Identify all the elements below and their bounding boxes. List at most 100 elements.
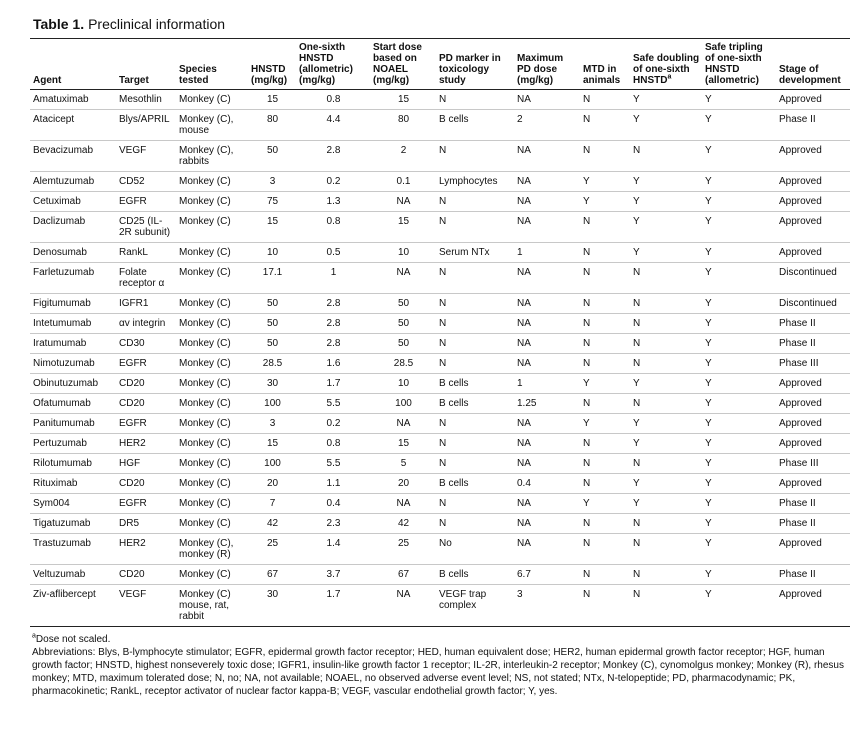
table-cell: 50 [248, 333, 296, 354]
table-row: Ofatumumab CD20 Monkey (C) 100 5.5 100 B cells… [30, 393, 850, 414]
table-row: Figitumumab IGFR1 Monkey (C) 50 2.8 50 N NA N N Y D… [30, 293, 850, 314]
table-cell: N [436, 333, 514, 354]
table-cell: 0.5 [296, 242, 370, 263]
table-cell: 10 [248, 242, 296, 263]
table-cell: N [580, 393, 630, 414]
column-header: Safe tripling of one-sixth HNSTD (allome… [702, 39, 776, 90]
table-cell: CD20 [116, 564, 176, 585]
table-cell: 0.2 [296, 413, 370, 434]
table-title: Table 1. Preclinical information [33, 16, 850, 32]
table-cell: Monkey (C), monkey (R) [176, 533, 248, 565]
table-cell: N [580, 513, 630, 534]
table-cell: Discontinued [776, 262, 850, 294]
table-cell: Denosumab [30, 242, 116, 263]
table-cell: Y [630, 109, 702, 141]
table-cell: Monkey (C), mouse [176, 109, 248, 141]
table-cell: NA [370, 584, 436, 627]
column-header-text: Stage of development [779, 64, 841, 86]
table-cell: 20 [248, 473, 296, 494]
table-row: Daclizumab CD25 (IL-2R subunit) Monkey (C)… [30, 211, 850, 243]
table-cell: N [630, 262, 702, 294]
table-row: Intetumumab αv integrin Monkey (C) 50 2.8 50 N… [30, 313, 850, 334]
document: Table 1. Preclinical information Agent Tar… [30, 16, 850, 697]
table-cell: Approved [776, 191, 850, 212]
column-header-text: Start dose based on NOAEL (mg/kg) [373, 42, 422, 86]
table-cell: Veltuzumab [30, 564, 116, 585]
table-cell: 3 [248, 171, 296, 192]
table-cell: B cells [436, 564, 514, 585]
column-header-text: HNSTD (mg/kg) [251, 64, 288, 86]
table-cell: N [630, 313, 702, 334]
table-cell: 100 [370, 393, 436, 414]
table-row: Trastuzumab HER2 Monkey (C), monkey (R) 25 1… [30, 533, 850, 565]
table-cell: HER2 [116, 533, 176, 565]
table-cell: CD52 [116, 171, 176, 192]
table-cell: Y [702, 89, 776, 110]
table-cell: Monkey (C) [176, 353, 248, 374]
table-cell: N [580, 353, 630, 374]
table-cell: Monkey (C) mouse, rat, rabbit [176, 584, 248, 627]
table-cell: CD20 [116, 393, 176, 414]
table-cell: N [436, 453, 514, 474]
column-header-text: Safe tripling of one-sixth HNSTD (allome… [705, 42, 763, 86]
table-cell: DR5 [116, 513, 176, 534]
table-cell: Serum NTx [436, 242, 514, 263]
table-cell: N [580, 453, 630, 474]
table-cell: NA [514, 513, 580, 534]
table-cell: 4.4 [296, 109, 370, 141]
table-cell: N [630, 584, 702, 627]
table-cell: Approved [776, 211, 850, 243]
table-cell: N [580, 89, 630, 110]
table-cell: Phase II [776, 313, 850, 334]
column-header: One-sixth HNSTD (allometric) (mg/kg) [296, 39, 370, 90]
table-cell: 42 [370, 513, 436, 534]
table-cell: 25 [248, 533, 296, 565]
table-cell: NA [370, 191, 436, 212]
table-cell: Y [702, 293, 776, 314]
table-row: Bevacizumab VEGF Monkey (C), rabbits 50 2.8 2… [30, 140, 850, 172]
table-cell: Y [702, 533, 776, 565]
table-cell: 2.8 [296, 313, 370, 334]
column-header-text: Safe doubling of one-sixth HNSTD [633, 53, 700, 86]
table-cell: N [436, 89, 514, 110]
table-cell: Phase II [776, 333, 850, 354]
table-cell: NA [514, 191, 580, 212]
table-row: Farletuzumab Folate receptor α Monkey (C) 1… [30, 262, 850, 294]
table-cell: Y [580, 373, 630, 394]
table-cell: Monkey (C) [176, 473, 248, 494]
table-cell: 15 [370, 211, 436, 243]
table-cell: 1.6 [296, 353, 370, 374]
table-cell: Approved [776, 171, 850, 192]
table-cell: 5 [370, 453, 436, 474]
table-cell: 3 [248, 413, 296, 434]
table-cell: 1.7 [296, 373, 370, 394]
table-cell: Y [580, 493, 630, 514]
table-cell: N [630, 353, 702, 374]
table-cell: NA [514, 171, 580, 192]
table-cell: Rilotumumab [30, 453, 116, 474]
table-cell: VEGF trap complex [436, 584, 514, 627]
table-header: Agent Target Species tested HNSTD (mg/kg) On… [30, 38, 850, 90]
table-cell: N [630, 564, 702, 585]
table-cell: B cells [436, 373, 514, 394]
footnote-text: Dose not scaled. [35, 634, 111, 645]
header-row: Agent Target Species tested HNSTD (mg/kg) On… [30, 38, 850, 90]
column-header-text: PD marker in toxicology study [439, 53, 501, 86]
table-cell: Phase II [776, 493, 850, 514]
table-cell: N [436, 191, 514, 212]
table-cell: 0.2 [296, 171, 370, 192]
table-cell: Y [702, 140, 776, 172]
table-cell: Pertuzumab [30, 433, 116, 454]
column-header: Species tested [176, 39, 248, 90]
table-cell: 42 [248, 513, 296, 534]
table-cell: 30 [248, 373, 296, 394]
table-cell: Y [702, 333, 776, 354]
table-row: Sym004 EGFR Monkey (C) 7 0.4 NA N NA Y Y Y Phase II [30, 493, 850, 514]
table-cell: Y [702, 191, 776, 212]
table-cell: Monkey (C) [176, 171, 248, 192]
table-cell: 10 [370, 373, 436, 394]
table-cell: 17.1 [248, 262, 296, 294]
table-cell: Monkey (C) [176, 313, 248, 334]
table-cell: Monkey (C) [176, 211, 248, 243]
table-cell: EGFR [116, 493, 176, 514]
